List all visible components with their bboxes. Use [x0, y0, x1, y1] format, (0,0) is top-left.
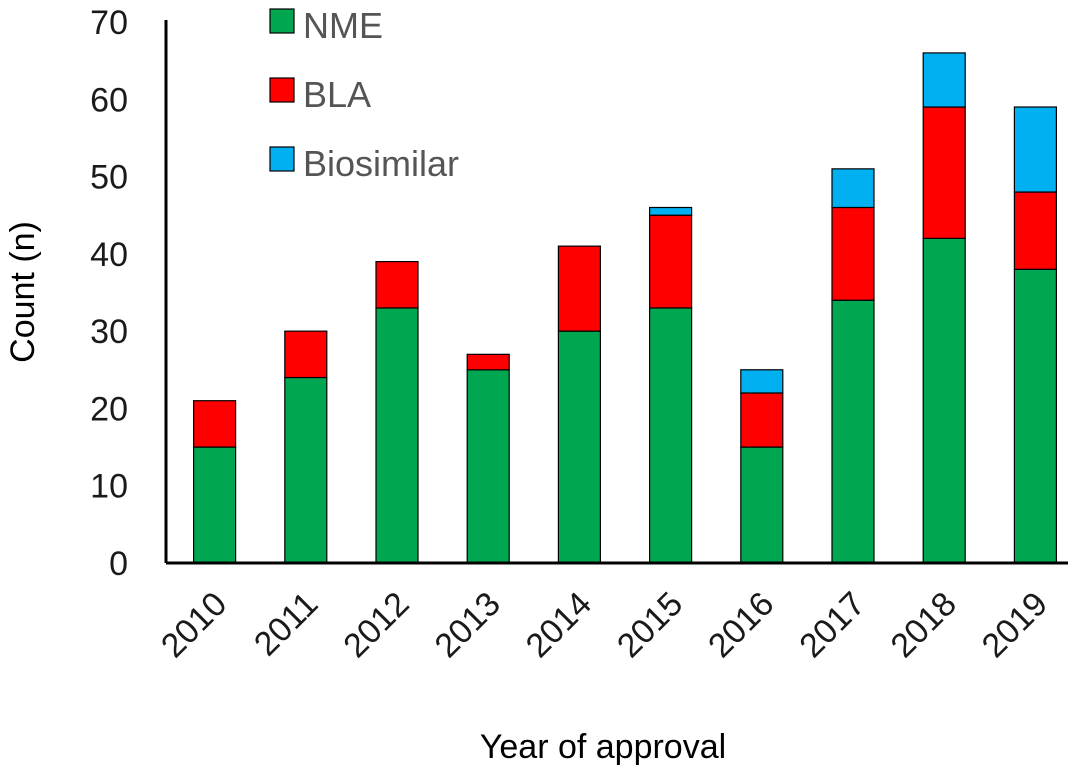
y-tick-label: 10	[90, 468, 128, 506]
bar-nme-2019	[1013, 268, 1058, 564]
bar-nme-2012	[375, 307, 419, 564]
bar-bla-2011	[284, 330, 328, 379]
bar-bla-2014	[557, 245, 602, 332]
bar-biosimilar-2016	[740, 369, 784, 394]
y-tick-labels: 0 10 20 30 40 50 60 70	[90, 4, 128, 583]
legend-swatch-bla	[269, 77, 295, 103]
bar-bla-2019	[1013, 191, 1058, 270]
x-tick-labels: 2010 2011 2012 2013 2014 2015 2016 2017 2018 2019	[154, 585, 1055, 665]
y-tick-label: 0	[109, 545, 128, 583]
bar-nme-2011	[284, 376, 328, 564]
legend: NME BLA Biosimilar	[269, 5, 459, 184]
bar-bla-2016	[740, 392, 784, 448]
bar-nme-2017	[831, 299, 875, 564]
y-tick-label: 30	[90, 313, 128, 351]
x-tick-label: 2018	[884, 585, 964, 665]
y-tick-label: 60	[90, 81, 128, 119]
bar-biosimilar-2017	[831, 168, 875, 209]
bar-nme-2015	[648, 307, 693, 564]
x-tick-label: 2016	[701, 585, 781, 665]
bar-bla-2017	[831, 206, 875, 301]
bar-nme-2014	[557, 330, 602, 564]
axes-group	[164, 20, 1068, 565]
x-tick-label: 2014	[519, 585, 599, 665]
bar-nme-2010	[193, 446, 237, 564]
bar-nme-2016	[740, 446, 784, 564]
x-tick-label: 2010	[154, 585, 234, 665]
x-tick-label: 2015	[610, 585, 690, 665]
bar-bla-2010	[193, 400, 237, 448]
bar-biosimilar-2019	[1013, 106, 1058, 193]
legend-label-nme: NME	[303, 5, 383, 46]
y-axis-title: Count (n)	[4, 221, 42, 363]
x-axis-title: Year of approval	[480, 728, 726, 766]
y-tick-label: 40	[90, 236, 128, 274]
legend-label-bla: BLA	[303, 74, 371, 115]
bar-bla-2012	[375, 260, 419, 309]
bar-bla-2013	[466, 353, 510, 371]
x-tick-label: 2011	[247, 585, 326, 664]
x-tick-label: 2013	[428, 585, 508, 665]
bar-biosimilar-2018	[922, 52, 966, 108]
bar-nme-2013	[466, 369, 510, 564]
y-tick-label: 50	[90, 159, 128, 197]
legend-label-biosimilar: Biosimilar	[303, 143, 459, 184]
bar-biosimilar-2015	[648, 206, 693, 216]
bars-group	[193, 52, 1058, 564]
bar-nme-2018	[922, 237, 966, 564]
legend-swatch-nme	[269, 8, 295, 34]
x-tick-label: 2017	[792, 585, 872, 665]
bar-bla-2015	[648, 214, 693, 309]
x-tick-label: 2019	[975, 585, 1055, 665]
y-tick-label: 20	[90, 390, 128, 428]
bar-bla-2018	[922, 106, 966, 239]
x-tick-label: 2012	[336, 585, 416, 665]
legend-swatch-biosimilar	[269, 146, 295, 172]
y-tick-label: 70	[90, 4, 128, 42]
